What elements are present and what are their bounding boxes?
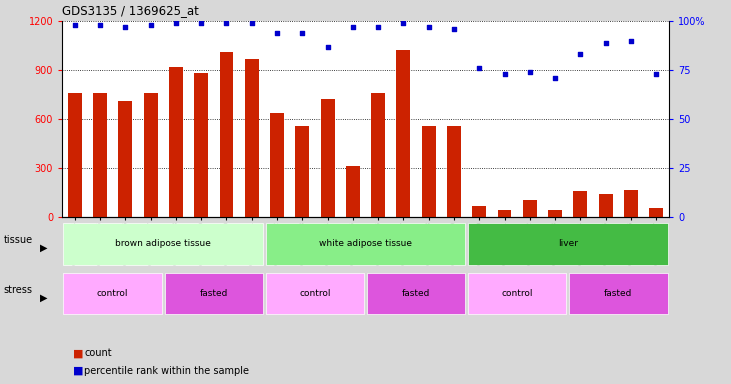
- Point: [524, 69, 536, 75]
- Point: [398, 20, 409, 26]
- Point: [69, 22, 80, 28]
- Bar: [144, 93, 158, 217]
- Bar: [194, 73, 208, 217]
- Text: fasted: fasted: [604, 289, 632, 298]
- Point: [271, 30, 283, 36]
- Text: white adipose tissue: white adipose tissue: [319, 239, 412, 248]
- Text: ■: ■: [73, 348, 83, 358]
- Bar: [624, 190, 638, 217]
- Point: [600, 40, 612, 46]
- Bar: [447, 126, 461, 217]
- Text: ▶: ▶: [40, 293, 48, 303]
- Text: brown adipose tissue: brown adipose tissue: [115, 239, 211, 248]
- Bar: [118, 101, 132, 217]
- Bar: [64, 273, 162, 314]
- Bar: [599, 194, 613, 217]
- Point: [195, 20, 207, 26]
- Text: tissue: tissue: [4, 235, 33, 245]
- Text: control: control: [299, 289, 330, 298]
- Point: [297, 30, 308, 36]
- Bar: [164, 273, 263, 314]
- Bar: [468, 273, 567, 314]
- Point: [221, 20, 232, 26]
- Text: stress: stress: [4, 285, 33, 295]
- Point: [347, 24, 359, 30]
- Bar: [498, 210, 512, 217]
- Bar: [422, 126, 436, 217]
- Bar: [295, 126, 309, 217]
- Point: [651, 71, 662, 77]
- Text: GDS3135 / 1369625_at: GDS3135 / 1369625_at: [62, 4, 199, 17]
- Bar: [396, 50, 410, 217]
- Bar: [245, 59, 259, 217]
- Bar: [569, 273, 667, 314]
- Bar: [64, 223, 263, 265]
- Point: [625, 38, 637, 44]
- Text: control: control: [97, 289, 129, 298]
- Text: ■: ■: [73, 366, 83, 376]
- Point: [575, 51, 586, 58]
- Text: percentile rank within the sample: percentile rank within the sample: [84, 366, 249, 376]
- Point: [145, 22, 156, 28]
- Text: liver: liver: [558, 239, 577, 248]
- Text: fasted: fasted: [402, 289, 431, 298]
- Bar: [68, 93, 82, 217]
- Bar: [219, 52, 233, 217]
- Bar: [649, 208, 663, 217]
- Bar: [523, 200, 537, 217]
- Bar: [265, 223, 466, 265]
- Point: [170, 20, 182, 26]
- Point: [549, 75, 561, 81]
- Point: [499, 71, 510, 77]
- Bar: [93, 93, 107, 217]
- Bar: [468, 223, 667, 265]
- Bar: [472, 205, 486, 217]
- Bar: [367, 273, 466, 314]
- Point: [246, 20, 257, 26]
- Text: count: count: [84, 348, 112, 358]
- Bar: [346, 166, 360, 217]
- Bar: [371, 93, 385, 217]
- Point: [448, 26, 460, 32]
- Point: [322, 43, 333, 50]
- Text: ▶: ▶: [40, 243, 48, 253]
- Text: control: control: [501, 289, 533, 298]
- Bar: [169, 67, 183, 217]
- Point: [423, 24, 434, 30]
- Text: fasted: fasted: [200, 289, 228, 298]
- Bar: [573, 191, 587, 217]
- Point: [119, 24, 131, 30]
- Bar: [270, 113, 284, 217]
- Bar: [321, 99, 335, 217]
- Point: [94, 22, 106, 28]
- Bar: [265, 273, 364, 314]
- Bar: [548, 210, 562, 217]
- Point: [474, 65, 485, 71]
- Point: [372, 24, 384, 30]
